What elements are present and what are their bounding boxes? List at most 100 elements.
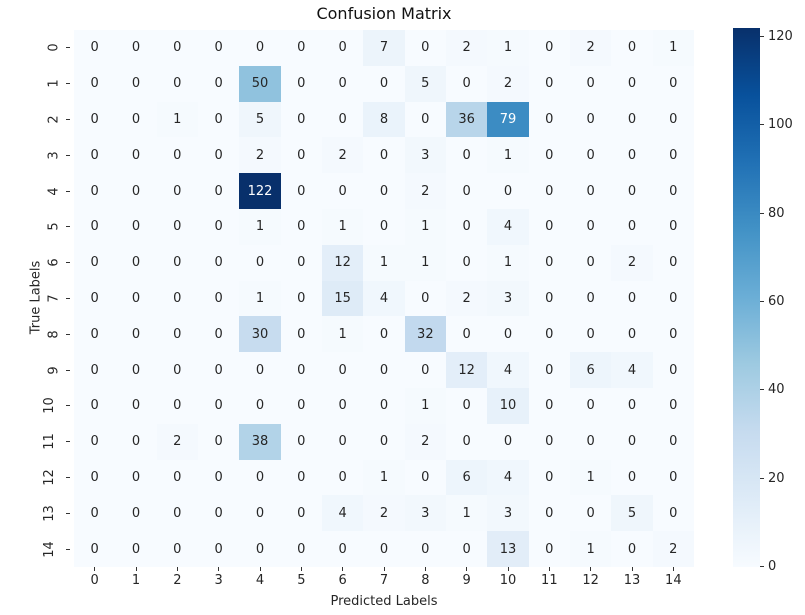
matrix-cell: 0 [321, 173, 364, 209]
matrix-cell: 0 [280, 387, 322, 424]
x-tick-label: 14 [665, 573, 682, 588]
matrix-cell: 122 [239, 173, 281, 209]
matrix-cell: 0 [197, 459, 240, 496]
matrix-cell: 0 [115, 65, 157, 102]
x-tick: 14 [658, 567, 688, 588]
x-tick-mark [383, 567, 385, 571]
matrix-cell: 10 [487, 387, 529, 424]
y-axis-label: True Labels [28, 260, 44, 335]
matrix-cell: 0 [156, 316, 198, 353]
matrix-cell: 4 [487, 352, 529, 388]
matrix-cell: 0 [197, 423, 240, 460]
matrix-cell: 1 [239, 280, 281, 317]
matrix-cell: 0 [652, 101, 694, 138]
matrix-cell: 0 [528, 495, 570, 532]
matrix-cell: 0 [280, 208, 322, 245]
x-tick: 3 [204, 567, 234, 588]
matrix-cell: 0 [115, 244, 157, 281]
matrix-cell: 0 [280, 316, 322, 353]
matrix-cell: 0 [197, 531, 240, 567]
matrix-cell: 0 [239, 30, 281, 66]
matrix-cell: 2 [321, 137, 364, 174]
matrix-cell: 1 [239, 208, 281, 245]
x-tick-mark [631, 567, 633, 571]
matrix-cell: 2 [363, 495, 405, 532]
matrix-cell: 0 [280, 101, 322, 138]
matrix-cell: 0 [445, 244, 488, 281]
y-tick-mark [66, 441, 70, 443]
matrix-cell: 1 [487, 137, 529, 174]
colorbar-tick: 100 [760, 117, 793, 132]
matrix-cell: 3 [487, 495, 529, 532]
matrix-cell: 4 [321, 495, 364, 532]
x-tick-mark [176, 567, 178, 571]
y-tick-mark [66, 369, 70, 371]
matrix-cell: 0 [197, 101, 240, 138]
matrix-cell: 0 [569, 65, 612, 102]
matrix-cell: 0 [363, 208, 405, 245]
matrix-cell: 0 [404, 531, 446, 567]
matrix-cell: 1 [487, 30, 529, 66]
y-tick-label: 6 [46, 258, 62, 267]
matrix-cell: 0 [197, 495, 240, 532]
matrix-cell: 0 [156, 173, 198, 209]
y-tick-mark [66, 405, 70, 407]
colorbar-tick-mark [760, 477, 764, 479]
matrix-cell: 0 [652, 495, 694, 532]
matrix-cell: 0 [321, 423, 364, 460]
matrix-cell: 0 [280, 65, 322, 102]
y-tick-mark [66, 512, 70, 514]
y-tick-mark [66, 47, 70, 49]
matrix-cell: 1 [321, 316, 364, 353]
y-tick: 6 [40, 245, 70, 281]
matrix-cell: 0 [156, 495, 198, 532]
matrix-cell: 0 [74, 65, 116, 102]
matrix-cell: 8 [363, 101, 405, 138]
colorbar-tick-mark [760, 35, 764, 37]
x-tick-label: 11 [541, 573, 558, 588]
matrix-cell: 12 [445, 352, 488, 388]
x-tick-label: 2 [173, 573, 182, 588]
matrix-cell: 0 [74, 459, 116, 496]
matrix-cell: 2 [404, 423, 446, 460]
matrix-cell: 1 [404, 208, 446, 245]
y-tick-mark [66, 333, 70, 335]
y-tick-label: 3 [46, 151, 62, 160]
matrix-cell: 0 [569, 423, 612, 460]
matrix-cell: 0 [74, 137, 116, 174]
matrix-cell: 0 [115, 531, 157, 567]
colorbar-tick: 20 [760, 471, 785, 486]
matrix-cell: 0 [528, 65, 570, 102]
matrix-cell: 0 [569, 137, 612, 174]
y-tick: 12 [40, 460, 70, 496]
matrix-cell: 12 [321, 244, 364, 281]
y-tick-label: 11 [42, 433, 58, 450]
matrix-cell: 0 [115, 316, 157, 353]
y-tick: 5 [40, 209, 70, 245]
matrix-cell: 0 [569, 244, 612, 281]
heatmap-grid: 0 0 0 0 0 0 0 7 0 2 1 0 2 0 1 0 0 0 0 50 0 0 0 5 0 2 0 0 0 0 0 0 1 0 5 0 0 8 0… [74, 30, 694, 567]
y-tick: 8 [40, 316, 70, 352]
colorbar-tick-label: 60 [768, 293, 785, 309]
y-tick: 4 [40, 173, 70, 209]
matrix-cell: 2 [569, 30, 612, 66]
colorbar-tick-mark [760, 212, 764, 214]
matrix-cell: 0 [321, 531, 364, 567]
matrix-cell: 0 [197, 65, 240, 102]
matrix-cell: 0 [115, 137, 157, 174]
y-tick: 0 [40, 30, 70, 66]
matrix-cell: 0 [569, 173, 612, 209]
y-tick: 14 [40, 531, 70, 567]
y-tick-label: 5 [46, 222, 62, 232]
matrix-cell: 0 [528, 316, 570, 353]
y-tick: 13 [40, 495, 70, 531]
matrix-cell: 0 [652, 137, 694, 174]
matrix-cell: 0 [487, 316, 529, 353]
matrix-cell: 0 [611, 387, 653, 424]
x-tick: 1 [121, 567, 151, 588]
matrix-cell: 1 [363, 244, 405, 281]
matrix-cell: 0 [363, 65, 405, 102]
matrix-cell: 0 [115, 387, 157, 424]
matrix-cell: 2 [487, 65, 529, 102]
matrix-cell: 0 [652, 173, 694, 209]
